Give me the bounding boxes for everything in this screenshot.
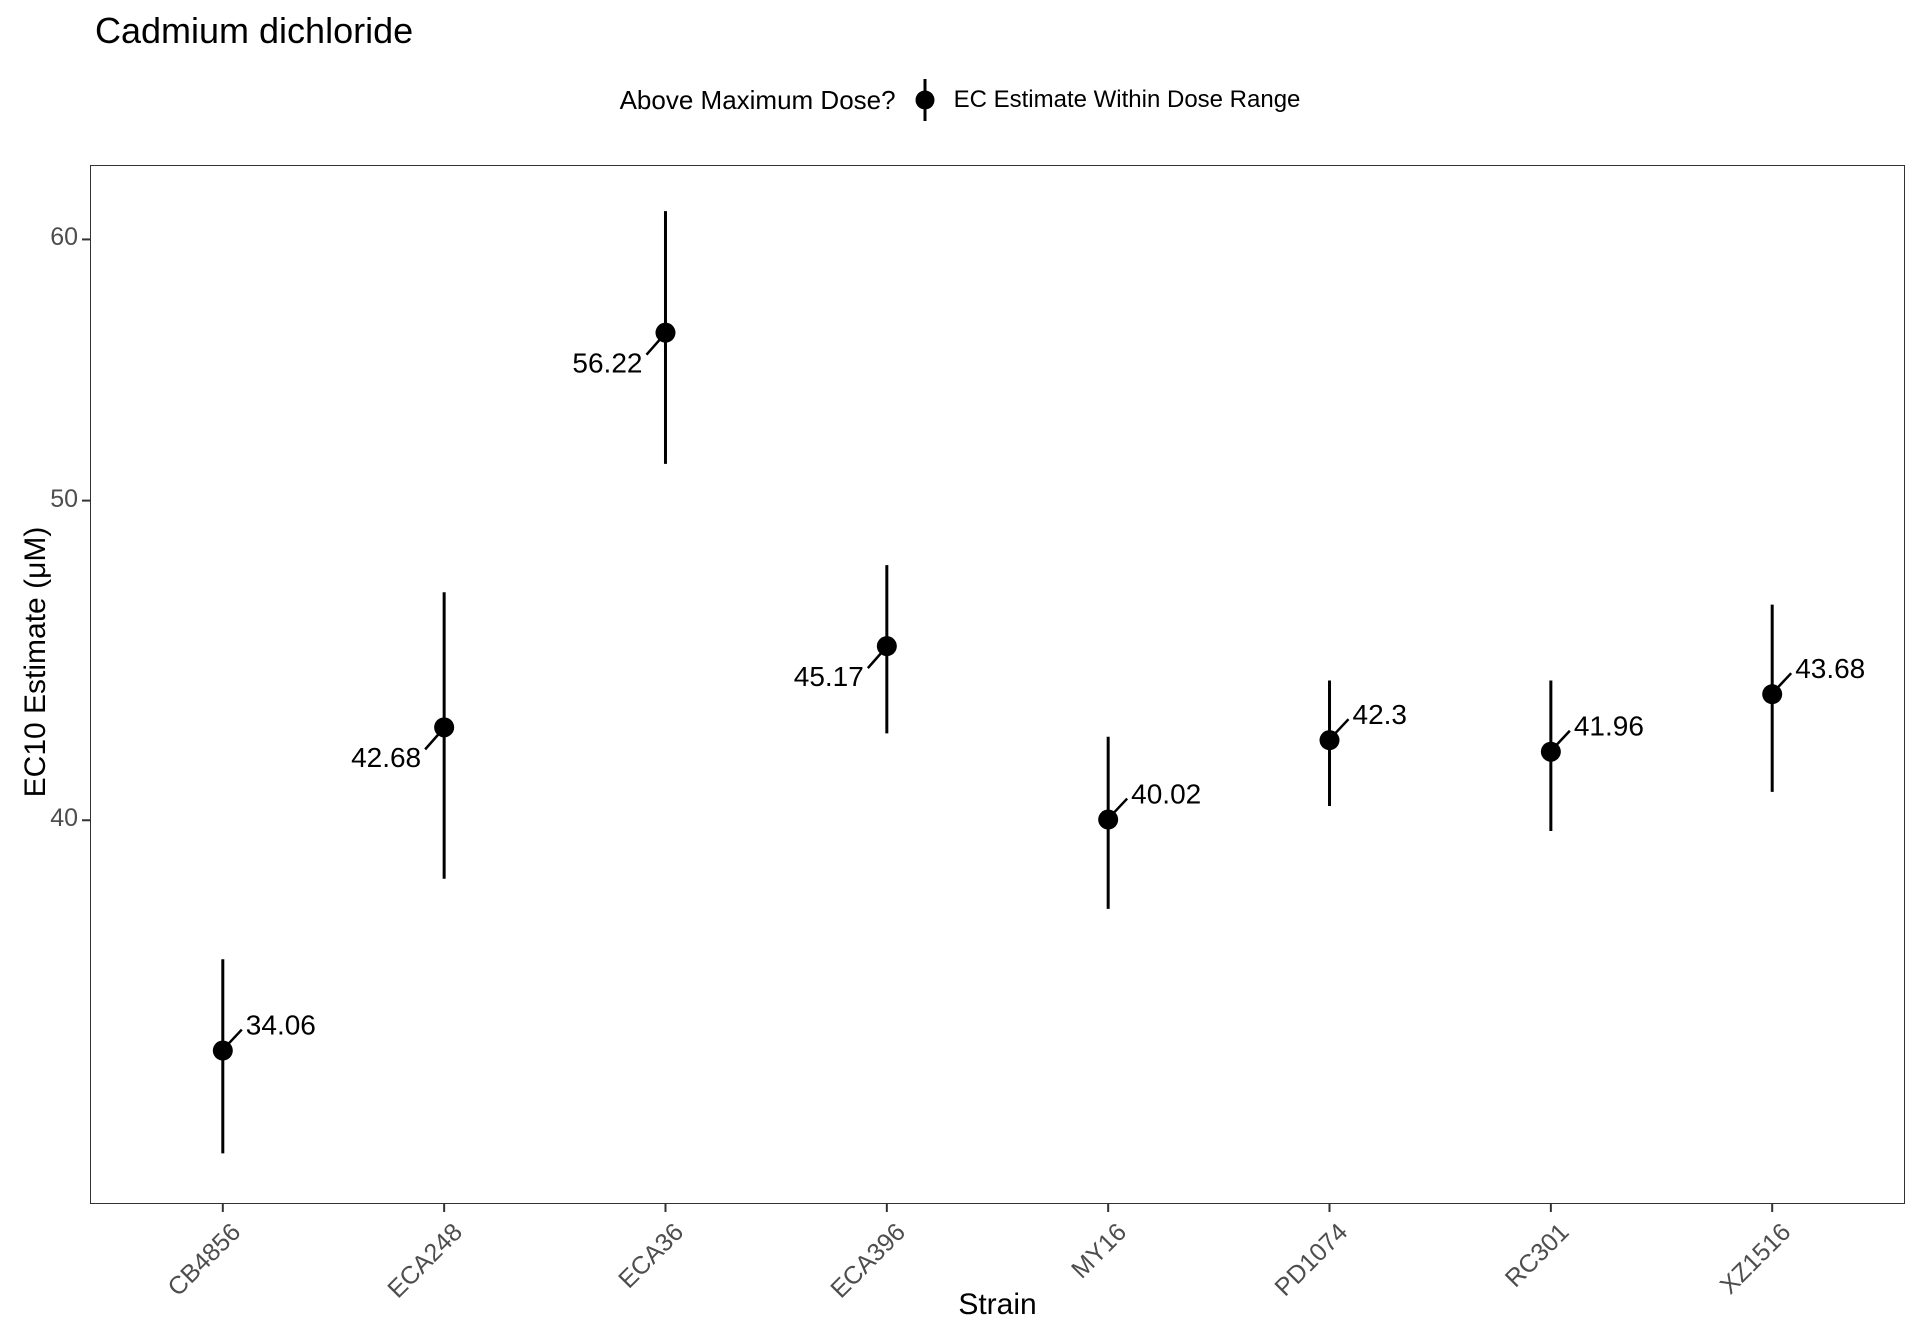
x-tick-label: RC301 — [1499, 1218, 1575, 1293]
x-tick-label: ECA36 — [613, 1218, 690, 1294]
y-axis-title: EC10 Estimate (μM) — [19, 526, 52, 798]
plot-panel — [90, 165, 1905, 1204]
chart-title: Cadmium dichloride — [95, 10, 414, 51]
y-tick-label: 50 — [50, 484, 78, 513]
y-tick-label: 40 — [50, 804, 78, 833]
legend: Above Maximum Dose? EC Estimate Within D… — [0, 76, 1920, 124]
legend-title: Above Maximum Dose? — [619, 84, 896, 115]
legend-key-dot — [915, 90, 935, 110]
legend-item-label: EC Estimate Within Dose Range — [953, 86, 1301, 113]
y-tick-label: 60 — [50, 223, 78, 252]
x-axis-title: Strain — [958, 1288, 1037, 1321]
x-tick-label: MY16 — [1065, 1218, 1132, 1284]
pointrange-symbol-icon — [914, 77, 936, 123]
